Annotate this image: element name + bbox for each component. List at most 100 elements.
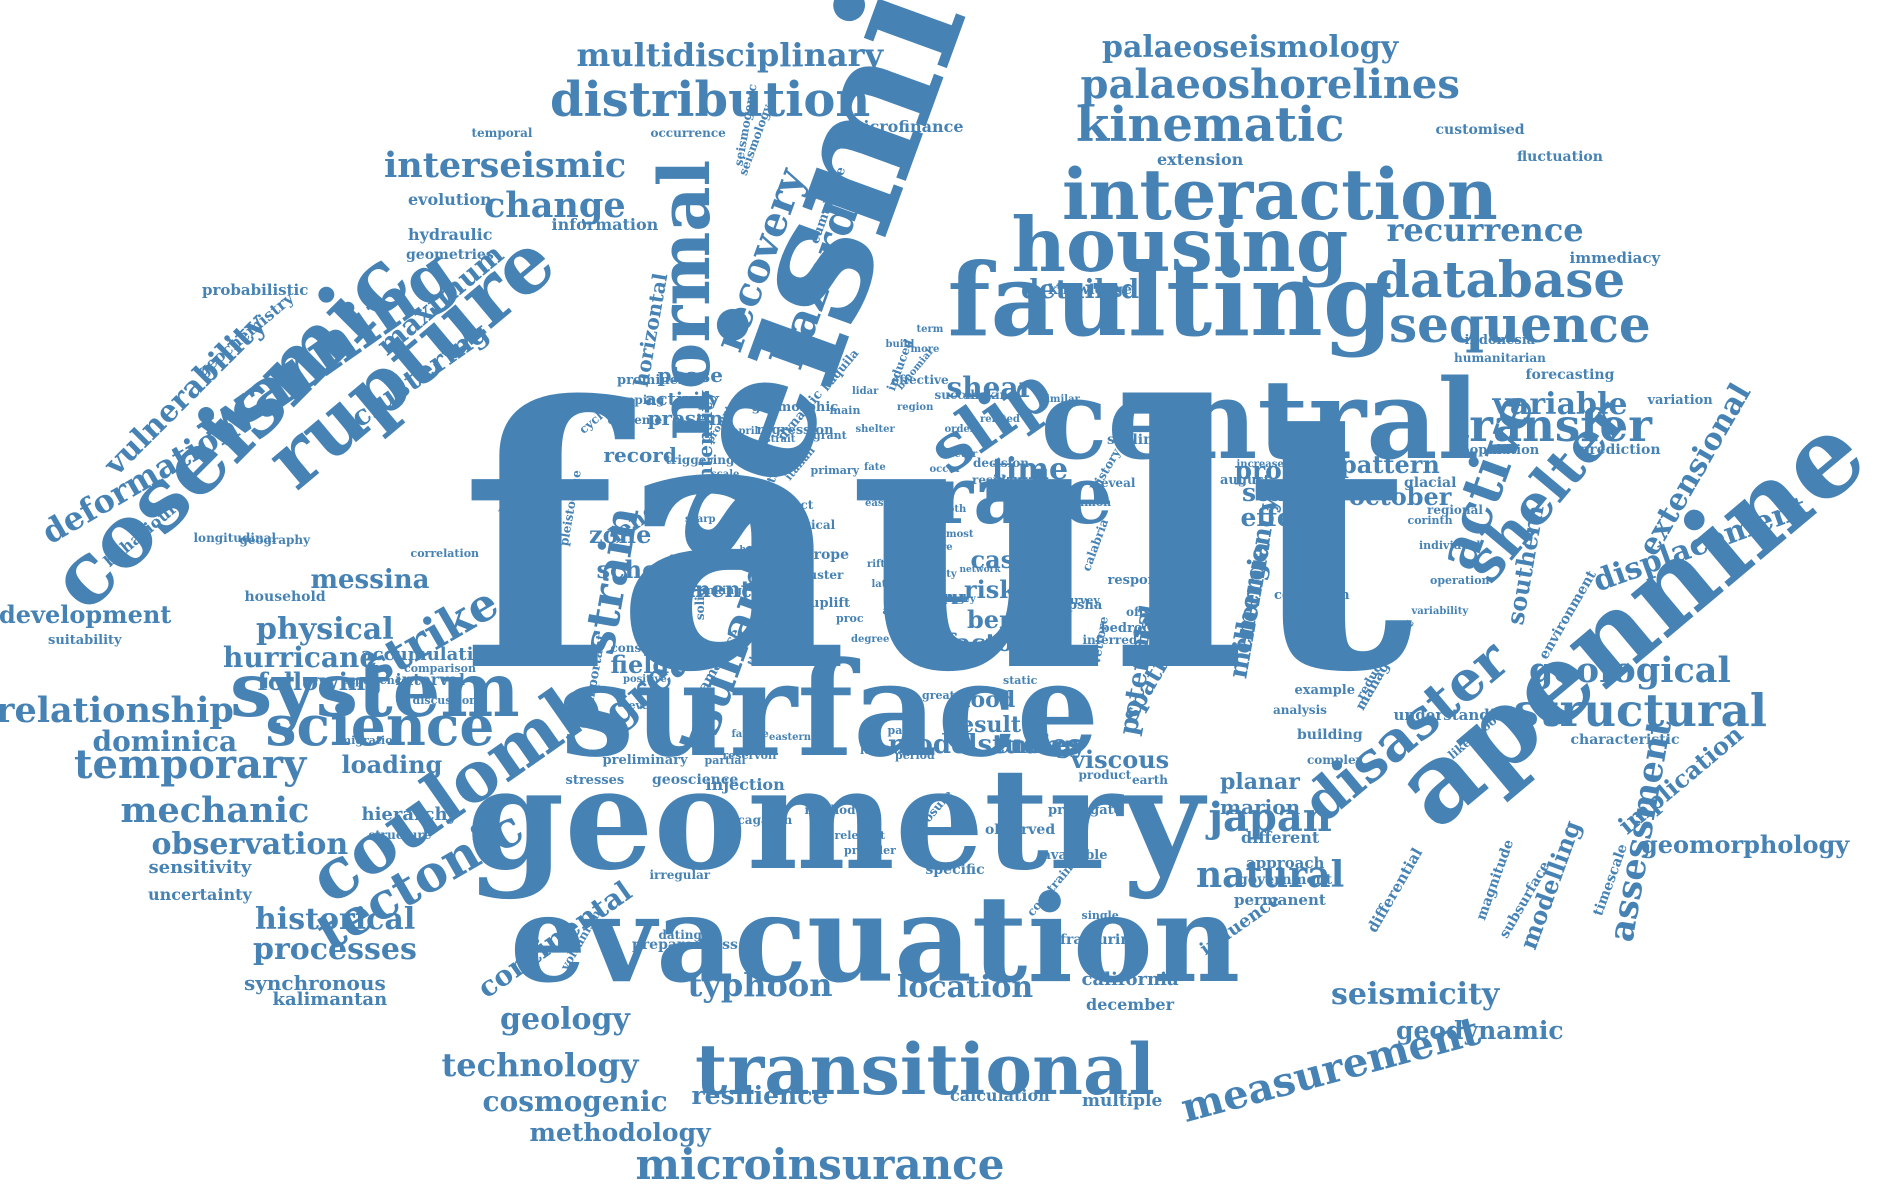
word-indonesia: indonesia bbox=[1464, 332, 1536, 348]
word-correction: correction bbox=[1274, 587, 1350, 603]
word-science: science bbox=[265, 692, 495, 758]
word-europe: europe bbox=[794, 547, 850, 563]
word-vector: vector bbox=[942, 449, 978, 460]
word-effective: effective bbox=[891, 373, 949, 387]
word-scale: scale bbox=[711, 469, 740, 480]
word-interval: interval bbox=[395, 670, 465, 689]
word-information: information bbox=[551, 215, 659, 234]
word-greater: greater bbox=[922, 688, 968, 702]
word-resilience: resilience bbox=[691, 1080, 829, 1110]
word-south: south bbox=[929, 594, 961, 605]
word-preliminary: preliminary bbox=[602, 752, 688, 768]
word-individual: individual bbox=[1419, 538, 1481, 552]
word-approach: approach bbox=[1246, 853, 1325, 872]
word-risk: risk bbox=[964, 575, 1016, 604]
word-structure: structure bbox=[368, 828, 432, 842]
word-central: central bbox=[1040, 355, 1480, 484]
word-period: period bbox=[895, 748, 935, 762]
word-failure: failure bbox=[731, 729, 769, 740]
word-region: region bbox=[897, 402, 934, 413]
word-knowledge: knowledge bbox=[1048, 282, 1132, 298]
word-steep: steep bbox=[930, 594, 960, 605]
word-single: single bbox=[1081, 908, 1119, 922]
word-bend: bend bbox=[967, 605, 1034, 634]
word-kinematic: kinematic bbox=[1076, 97, 1345, 153]
word-better: better bbox=[739, 544, 771, 555]
word-tropical: tropical bbox=[719, 480, 772, 494]
word-present: present bbox=[647, 406, 733, 430]
word-lidar: lidar bbox=[852, 386, 879, 397]
word-network: network bbox=[959, 564, 1001, 575]
word-rifting: rifting bbox=[867, 559, 904, 570]
word-technology: technology bbox=[441, 1046, 639, 1084]
word-more: more bbox=[910, 344, 940, 355]
word-household: household bbox=[244, 589, 326, 605]
word-evolution: evolution bbox=[408, 190, 492, 209]
word-arrival: arrival bbox=[926, 594, 964, 605]
word-october: october bbox=[1349, 482, 1452, 511]
word-rate: rate bbox=[931, 448, 1113, 542]
word-transitional: transitional bbox=[695, 1028, 1155, 1111]
word-source: source bbox=[926, 594, 964, 605]
word-distribution: distribution bbox=[550, 72, 871, 128]
word-suitability: suitability bbox=[48, 632, 122, 648]
word-local: local bbox=[860, 743, 890, 757]
word-strait: strait bbox=[765, 434, 796, 445]
word-inferred: inferred bbox=[1082, 633, 1138, 647]
word-dominica: dominica bbox=[92, 725, 238, 758]
word-finding: finding bbox=[925, 594, 965, 605]
word-constraint: constraint bbox=[610, 641, 680, 655]
word-increase: increase bbox=[1236, 459, 1284, 470]
word-relevant: relevant bbox=[834, 828, 886, 842]
word-fate: fate bbox=[864, 462, 886, 473]
word-shear: shear bbox=[946, 371, 1034, 404]
word-primary: primary bbox=[810, 463, 860, 477]
word-kalimantan: kalimantan bbox=[272, 989, 388, 1010]
word-centre: centre bbox=[927, 594, 963, 605]
word-geodynamic: geodynamic bbox=[1396, 1015, 1564, 1045]
word-static: static bbox=[1003, 673, 1038, 687]
word-recurrence: recurrence bbox=[1386, 211, 1584, 249]
word-lateral: lateral bbox=[871, 579, 909, 590]
word-seismicity: seismicity bbox=[1331, 977, 1500, 1012]
word-processes: processes bbox=[253, 932, 417, 967]
word-bedrock: bedrock bbox=[1100, 620, 1160, 636]
word-understanding: understanding bbox=[1393, 705, 1517, 724]
word-linked: linked bbox=[927, 594, 963, 605]
word-fault: fault bbox=[460, 328, 1414, 751]
word-extreme: extreme bbox=[607, 413, 663, 427]
word-factor: factor bbox=[945, 628, 1026, 657]
word-transfer: transfer bbox=[1448, 398, 1652, 452]
word-activity: activity bbox=[645, 389, 719, 410]
word-future: future bbox=[917, 542, 953, 553]
word-zone: zone bbox=[589, 520, 652, 549]
word-april: april bbox=[732, 426, 759, 437]
word-survey: survey bbox=[1060, 593, 1100, 607]
word-success: success bbox=[934, 388, 986, 402]
word-messina: messina bbox=[310, 565, 430, 595]
word-faulting: faulting bbox=[947, 241, 1393, 359]
word-effect: effect bbox=[1240, 502, 1320, 532]
word-frequent: frequent bbox=[668, 552, 722, 566]
word-dating: dating bbox=[658, 928, 702, 942]
word-strip: strip bbox=[932, 594, 959, 605]
word-palaeoseismology: palaeoseismology bbox=[1102, 30, 1399, 65]
word-study: study bbox=[1242, 477, 1318, 507]
word-differential: differential bbox=[1363, 844, 1427, 936]
word-extension: extension bbox=[1157, 150, 1244, 169]
word-permanent: permanent bbox=[1234, 890, 1326, 909]
word-tool: tool bbox=[934, 594, 956, 605]
word-scarp: scarp bbox=[685, 514, 716, 525]
word-cagayan: cagayan bbox=[737, 813, 793, 827]
word-physical: physical bbox=[256, 612, 394, 647]
word-record: record bbox=[603, 443, 677, 467]
word-cosmogenic: cosmogenic bbox=[482, 1085, 668, 1118]
word-prediction: prediction bbox=[1579, 442, 1661, 458]
word-geography: geography bbox=[239, 533, 311, 547]
word-term: term bbox=[916, 324, 944, 335]
word-modelstudies: modelstudies bbox=[888, 730, 1083, 760]
word-linking: linking bbox=[698, 583, 742, 597]
word-eastern: eastern bbox=[769, 732, 811, 743]
word-partial: partial bbox=[704, 753, 746, 767]
word-probabilistic: probabilistic bbox=[202, 280, 309, 299]
